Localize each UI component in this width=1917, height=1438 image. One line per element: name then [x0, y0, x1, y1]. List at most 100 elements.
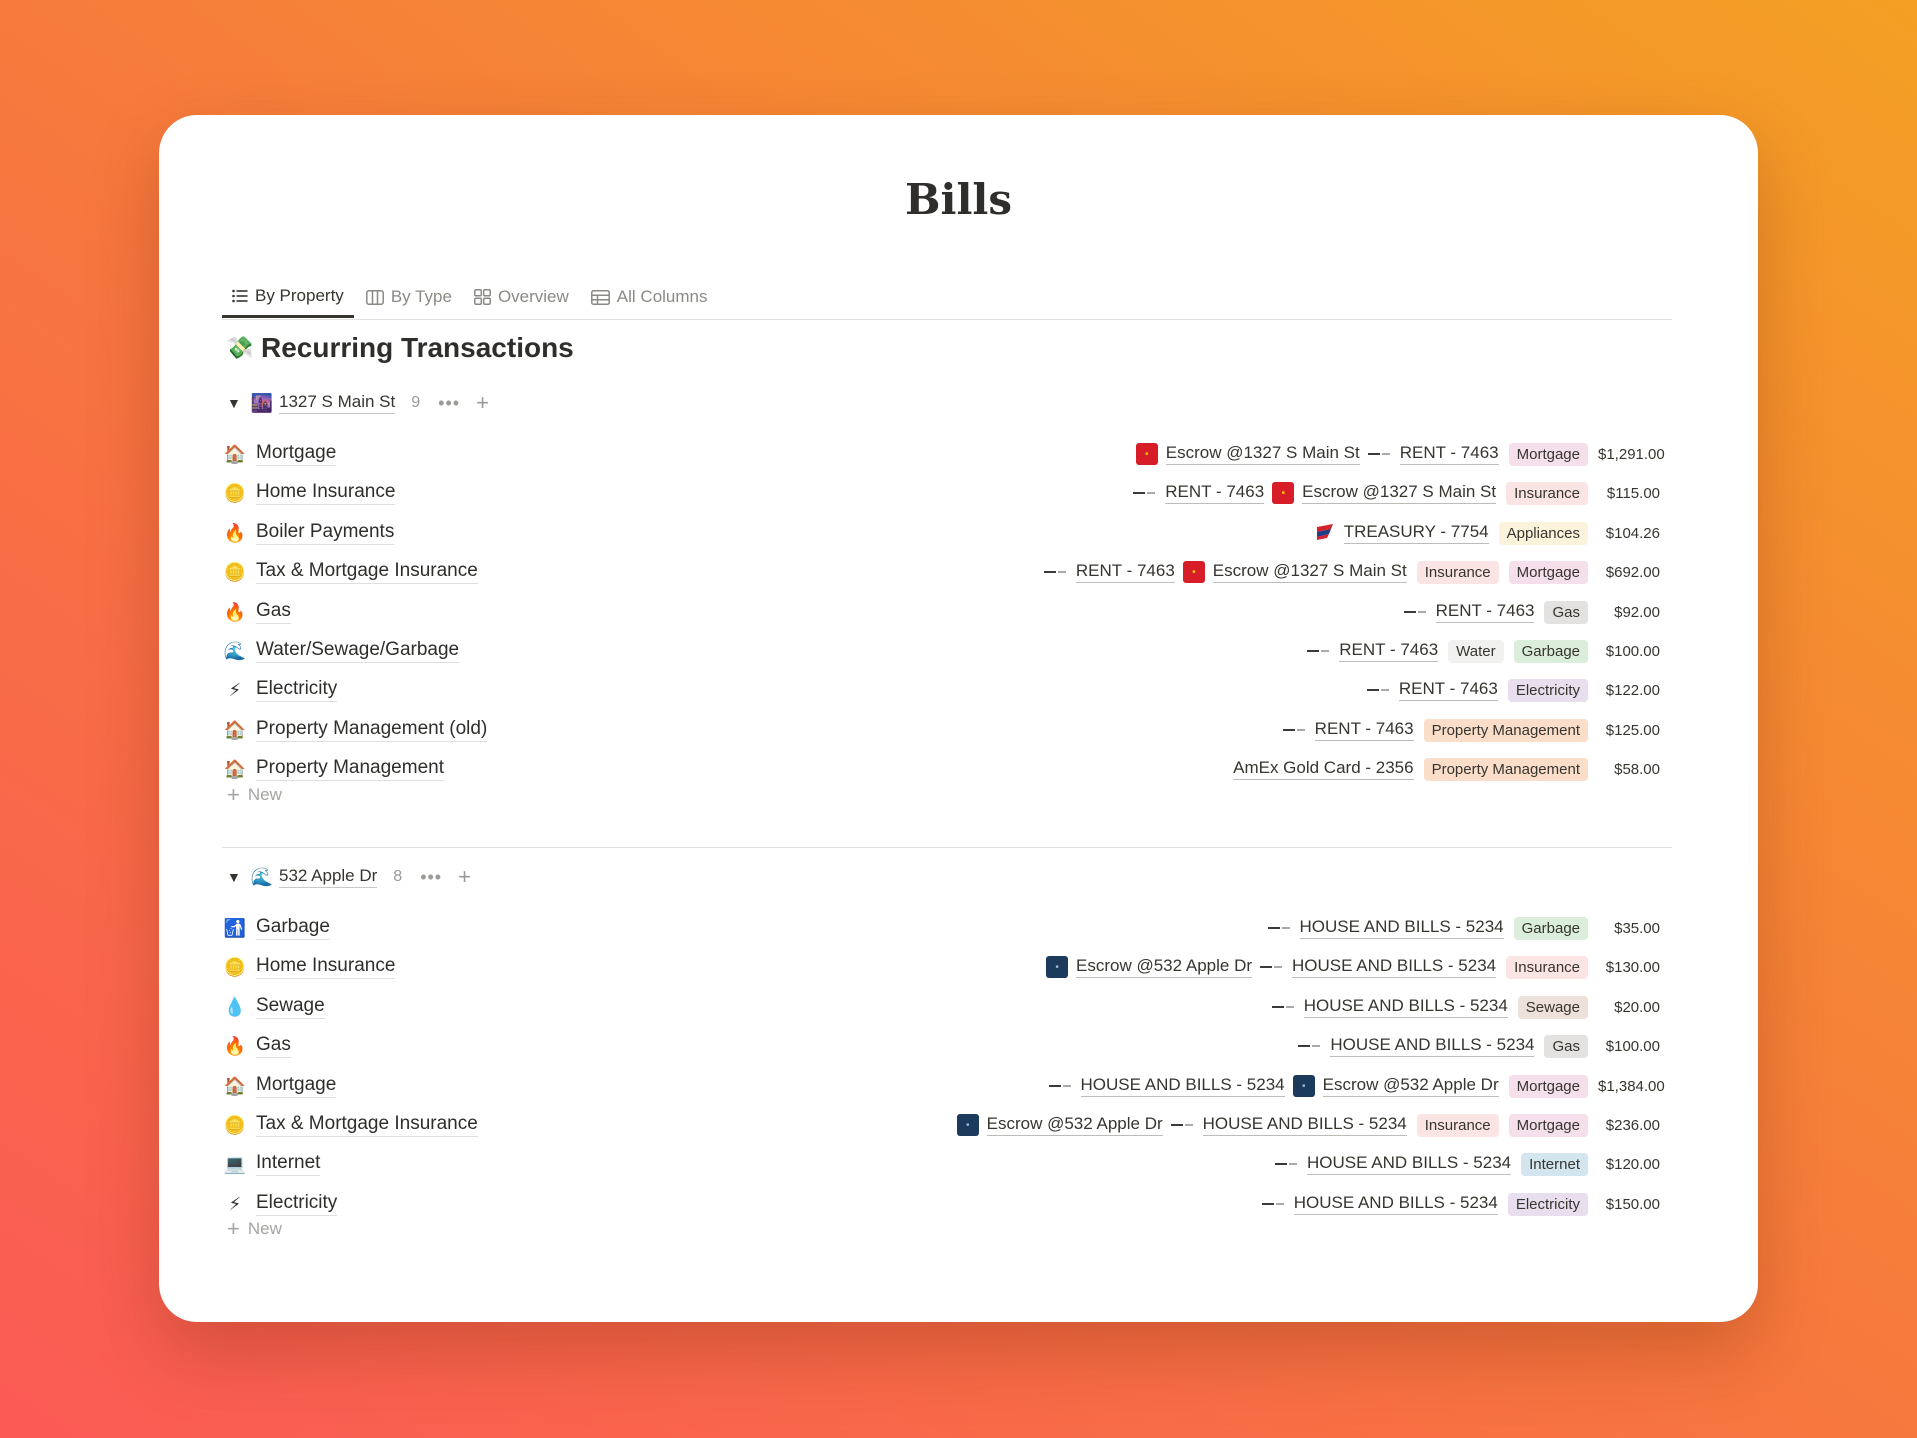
account-name[interactable]: HOUSE AND BILLS - 5234	[1202, 1114, 1407, 1136]
account-link[interactable]: RENT - 7463	[1133, 482, 1265, 504]
account-link[interactable]: ■ Escrow @532 Apple Dr	[1292, 1075, 1499, 1097]
row-title-cell[interactable]: 🌊 Water/Sewage/Garbage	[224, 639, 460, 663]
row-name[interactable]: Internet	[256, 1152, 321, 1176]
row-title-cell[interactable]: 🪙 Tax & Mortgage Insurance	[224, 1113, 478, 1137]
more-options-icon[interactable]: •••	[420, 866, 443, 887]
group-name[interactable]: 532 Apple Dr	[279, 866, 378, 888]
row-title-cell[interactable]: 🪙 Home Insurance	[224, 481, 396, 505]
account-link[interactable]: AmEx Gold Card - 2356	[1233, 758, 1414, 780]
account-name[interactable]: TREASURY - 7754	[1343, 522, 1489, 544]
account-link[interactable]: RENT - 7463	[1366, 679, 1498, 701]
row-title-cell[interactable]: 🚮 Garbage	[224, 916, 330, 940]
add-item-icon[interactable]: +	[458, 864, 471, 889]
row-name[interactable]: Water/Sewage/Garbage	[256, 639, 460, 663]
table-row[interactable]: 🏠 Property Management AmEx Gold Card - 235…	[224, 751, 1660, 787]
table-row[interactable]: 🔥 Gas RENT - 7463 Gas $92.00	[224, 594, 1660, 630]
account-name[interactable]: HOUSE AND BILLS - 5234	[1303, 996, 1508, 1018]
table-row[interactable]: 🌊 Water/Sewage/Garbage RENT - 7463 Water Gar…	[224, 633, 1660, 669]
account-link[interactable]: RENT - 7463	[1282, 719, 1414, 741]
row-name[interactable]: Property Management (old)	[256, 718, 488, 742]
tab-all-columns[interactable]: All Columns	[581, 276, 718, 318]
table-row[interactable]: ⚡ Electricity RENT - 7463 Electricity $122.0…	[224, 672, 1660, 708]
group-name[interactable]: 1327 S Main St	[279, 392, 396, 414]
account-name[interactable]: HOUSE AND BILLS - 5234	[1307, 1153, 1512, 1175]
account-name[interactable]: HOUSE AND BILLS - 5234	[1299, 917, 1504, 939]
collapse-caret-icon[interactable]: ▼	[227, 395, 241, 411]
row-title-cell[interactable]: 🪙 Tax & Mortgage Insurance	[224, 560, 478, 584]
account-link[interactable]: HOUSE AND BILLS - 5234	[1271, 996, 1508, 1018]
row-title-cell[interactable]: 💻 Internet	[224, 1152, 321, 1176]
row-title-cell[interactable]: ⚡ Electricity	[224, 678, 338, 702]
row-title-cell[interactable]: 🏠 Mortgage	[224, 1074, 337, 1098]
account-name[interactable]: Escrow @532 Apple Dr	[986, 1114, 1163, 1136]
account-link[interactable]: HOUSE AND BILLS - 5234	[1298, 1035, 1535, 1057]
account-link[interactable]: RENT - 7463	[1307, 640, 1439, 662]
account-name[interactable]: RENT - 7463	[1075, 561, 1175, 583]
row-name[interactable]: Electricity	[256, 1192, 338, 1216]
row-title-cell[interactable]: 🏠 Mortgage	[224, 442, 337, 466]
account-link[interactable]: HOUSE AND BILLS - 5234	[1267, 917, 1504, 939]
group-header[interactable]: ▼ 🌊 532 Apple Dr 8 ••• +	[227, 862, 471, 892]
account-link[interactable]: ■ Escrow @1327 S Main St	[1182, 561, 1407, 583]
account-link[interactable]: HOUSE AND BILLS - 5234	[1260, 956, 1497, 978]
table-row[interactable]: 🪙 Tax & Mortgage Insurance ■ Escrow @532 Ap…	[224, 1107, 1660, 1143]
row-name[interactable]: Tax & Mortgage Insurance	[256, 560, 478, 584]
row-title-cell[interactable]: 🔥 Gas	[224, 600, 291, 624]
tab-overview[interactable]: Overview	[464, 276, 579, 318]
new-item-button[interactable]: + New	[227, 781, 282, 809]
group-header[interactable]: ▼ 🌆 1327 S Main St 9 ••• +	[227, 388, 489, 418]
account-name[interactable]: RENT - 7463	[1314, 719, 1414, 741]
more-options-icon[interactable]: •••	[438, 392, 461, 413]
row-name[interactable]: Sewage	[256, 995, 325, 1019]
account-name[interactable]: Escrow @532 Apple Dr	[1076, 956, 1253, 978]
row-name[interactable]: Home Insurance	[256, 955, 396, 979]
account-link[interactable]: ■ Escrow @532 Apple Dr	[1046, 956, 1253, 978]
tab-by-property[interactable]: By Property	[222, 276, 354, 318]
new-item-button[interactable]: + New	[227, 1215, 282, 1243]
account-link[interactable]: ■ Escrow @532 Apple Dr	[956, 1114, 1163, 1136]
table-row[interactable]: 🚮 Garbage HOUSE AND BILLS - 5234 Garbage $35…	[224, 910, 1660, 946]
account-name[interactable]: RENT - 7463	[1165, 482, 1265, 504]
account-name[interactable]: Escrow @1327 S Main St	[1212, 561, 1407, 583]
table-row[interactable]: 🏠 Property Management (old) RENT - 7463 Pro…	[224, 712, 1660, 748]
table-row[interactable]: 🔥 Boiler Payments TREASURY - 7754 Appliance…	[224, 515, 1660, 551]
tab-by-type[interactable]: By Type	[356, 276, 462, 318]
table-row[interactable]: 🏠 Mortgage HOUSE AND BILLS - 5234 ■ Escrow @…	[224, 1068, 1665, 1104]
row-name[interactable]: Mortgage	[256, 442, 337, 466]
account-link[interactable]: HOUSE AND BILLS - 5234	[1275, 1153, 1512, 1175]
account-name[interactable]: RENT - 7463	[1339, 640, 1439, 662]
account-name[interactable]: HOUSE AND BILLS - 5234	[1293, 1193, 1498, 1215]
table-row[interactable]: 🏠 Mortgage ■ Escrow @1327 S Main St RENT - 7…	[224, 436, 1665, 472]
account-link[interactable]: ■ Escrow @1327 S Main St	[1272, 482, 1497, 504]
table-row[interactable]: 🪙 Home Insurance RENT - 7463 ■ Escrow @1327 …	[224, 475, 1660, 511]
account-name[interactable]: Escrow @1327 S Main St	[1302, 482, 1497, 504]
row-name[interactable]: Electricity	[256, 678, 338, 702]
table-row[interactable]: 🪙 Tax & Mortgage Insurance RENT - 7463 ■ Esc…	[224, 554, 1660, 590]
add-item-icon[interactable]: +	[476, 390, 489, 415]
account-name[interactable]: RENT - 7463	[1435, 601, 1535, 623]
account-name[interactable]: AmEx Gold Card - 2356	[1233, 758, 1414, 780]
row-name[interactable]: Home Insurance	[256, 481, 396, 505]
account-link[interactable]: HOUSE AND BILLS - 5234	[1170, 1114, 1407, 1136]
table-row[interactable]: 🔥 Gas HOUSE AND BILLS - 5234 Gas $100.00	[224, 1028, 1660, 1064]
row-name[interactable]: Mortgage	[256, 1074, 337, 1098]
account-link[interactable]: TREASURY - 7754	[1314, 522, 1489, 544]
collapse-caret-icon[interactable]: ▼	[227, 869, 241, 885]
account-name[interactable]: RENT - 7463	[1399, 443, 1499, 465]
table-row[interactable]: ⚡ Electricity HOUSE AND BILLS - 5234 Electr…	[224, 1186, 1660, 1222]
account-link[interactable]: ■ Escrow @1327 S Main St	[1135, 443, 1360, 465]
row-title-cell[interactable]: 🏠 Property Management (old)	[224, 718, 488, 742]
row-title-cell[interactable]: 🔥 Boiler Payments	[224, 521, 395, 545]
row-title-cell[interactable]: 💧 Sewage	[224, 995, 325, 1019]
row-title-cell[interactable]: ⚡ Electricity	[224, 1192, 338, 1216]
account-name[interactable]: HOUSE AND BILLS - 5234	[1330, 1035, 1535, 1057]
account-name[interactable]: Escrow @532 Apple Dr	[1322, 1075, 1499, 1097]
row-title-cell[interactable]: 🏠 Property Management	[224, 757, 444, 781]
account-link[interactable]: RENT - 7463	[1043, 561, 1175, 583]
account-name[interactable]: RENT - 7463	[1398, 679, 1498, 701]
table-row[interactable]: 💧 Sewage HOUSE AND BILLS - 5234 Sewage $20.0…	[224, 989, 1660, 1025]
table-row[interactable]: 💻 Internet HOUSE AND BILLS - 5234 Internet $…	[224, 1146, 1660, 1182]
account-name[interactable]: HOUSE AND BILLS - 5234	[1292, 956, 1497, 978]
row-name[interactable]: Property Management	[256, 757, 444, 781]
row-title-cell[interactable]: 🪙 Home Insurance	[224, 955, 396, 979]
